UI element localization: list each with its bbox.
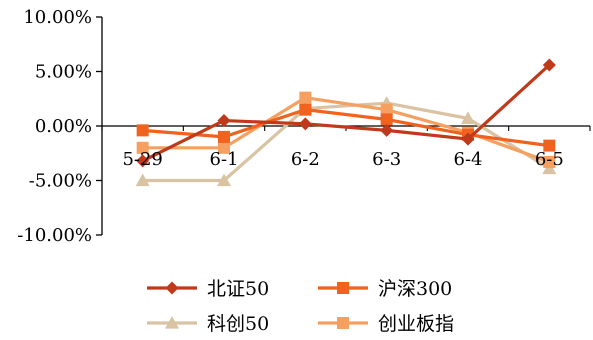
legend-marker — [337, 317, 349, 329]
series-line — [142, 108, 550, 148]
x-tick-label: 6-3 — [372, 149, 401, 170]
data-point — [543, 155, 556, 168]
data-point — [299, 91, 312, 104]
data-point — [217, 114, 231, 128]
series-line — [141, 63, 551, 163]
data-point — [542, 58, 556, 72]
legend-marker — [165, 281, 179, 295]
data-point — [380, 113, 393, 126]
legend-label: 创业板指 — [378, 313, 454, 335]
data-point — [461, 132, 475, 146]
data-point — [136, 124, 149, 137]
y-tick-label: -10.00% — [17, 225, 92, 246]
legend-marker — [337, 282, 349, 294]
data-point — [543, 139, 556, 152]
data-point — [380, 123, 394, 137]
x-tick-label: 6-2 — [291, 149, 320, 170]
data-point — [218, 130, 230, 143]
legend-label: 北证50 — [207, 278, 269, 300]
y-tick-label: 0.00% — [35, 116, 92, 137]
x-tick-label: 6-1 — [210, 149, 239, 170]
y-tick-label: 10.00% — [23, 7, 92, 28]
legend-label: 科创50 — [207, 313, 269, 335]
data-point — [135, 173, 150, 187]
data-point — [217, 173, 231, 187]
data-point — [136, 154, 150, 168]
legend-label: 沪深300 — [378, 278, 452, 300]
data-point — [136, 141, 149, 154]
data-point — [380, 103, 393, 116]
legend-marker — [165, 316, 179, 329]
x-tick-label: 6-4 — [454, 149, 483, 170]
x-tick-label: 6-5 — [535, 149, 564, 170]
data-point — [298, 117, 312, 131]
x-tick-label: 5-29 — [122, 149, 162, 170]
data-point — [299, 103, 312, 116]
data-point — [218, 141, 230, 154]
y-tick-label: -5.00% — [29, 171, 92, 192]
y-tick-label: 5.00% — [35, 62, 92, 83]
data-point — [461, 111, 475, 124]
